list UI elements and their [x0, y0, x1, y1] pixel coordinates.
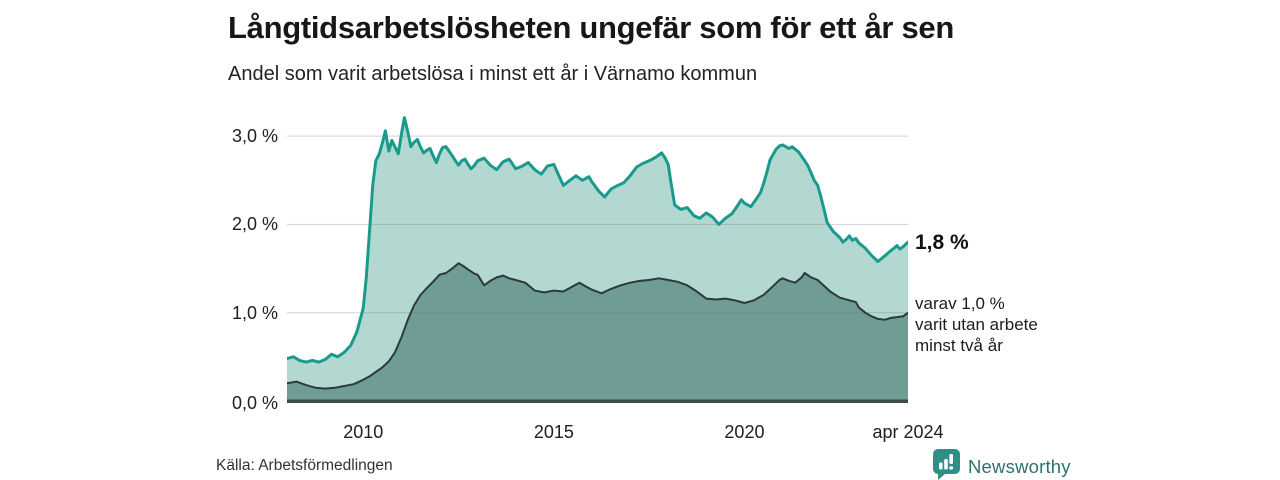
end-label-subset-line3: minst två år: [915, 336, 1003, 355]
brand-name: Newsworthy: [968, 456, 1071, 477]
y-tick-label: 2,0 %: [231, 214, 278, 235]
end-label-total: 1,8 %: [915, 231, 969, 254]
area-chart: [287, 116, 908, 403]
brand-logo: Newsworthy: [933, 449, 1071, 480]
source-note: Källa: Arbetsförmedlingen: [216, 457, 393, 474]
line-subset: [287, 262, 908, 390]
y-tick-label: 1,0 %: [231, 302, 278, 323]
end-label-subset-line1: varav 1,0 %: [915, 294, 1005, 313]
chart-subtitle: Andel som varit arbetslösa i minst ett å…: [228, 63, 758, 85]
x-tick-label: 2020: [724, 422, 765, 442]
x-tick-label: 2015: [533, 422, 574, 442]
area-subset: [287, 263, 908, 401]
page-title: Långtidsarbetslösheten ungefär som för e…: [228, 10, 955, 45]
y-tick-label: 3,0 %: [231, 126, 278, 147]
newsworthy-icon: [933, 449, 960, 480]
x-tick-label: apr 2024: [872, 422, 944, 442]
end-label-subset-line2: varit utan arbete: [915, 315, 1038, 334]
plot-area: [287, 110, 908, 406]
x-tick-label: 2010: [343, 422, 384, 442]
line-total: [287, 116, 908, 364]
y-tick-label: 0,0 %: [231, 393, 278, 413]
end-label-subset: varav 1,0 % varit utan arbete minst två …: [915, 293, 1038, 356]
x-axis-line: [287, 399, 908, 403]
